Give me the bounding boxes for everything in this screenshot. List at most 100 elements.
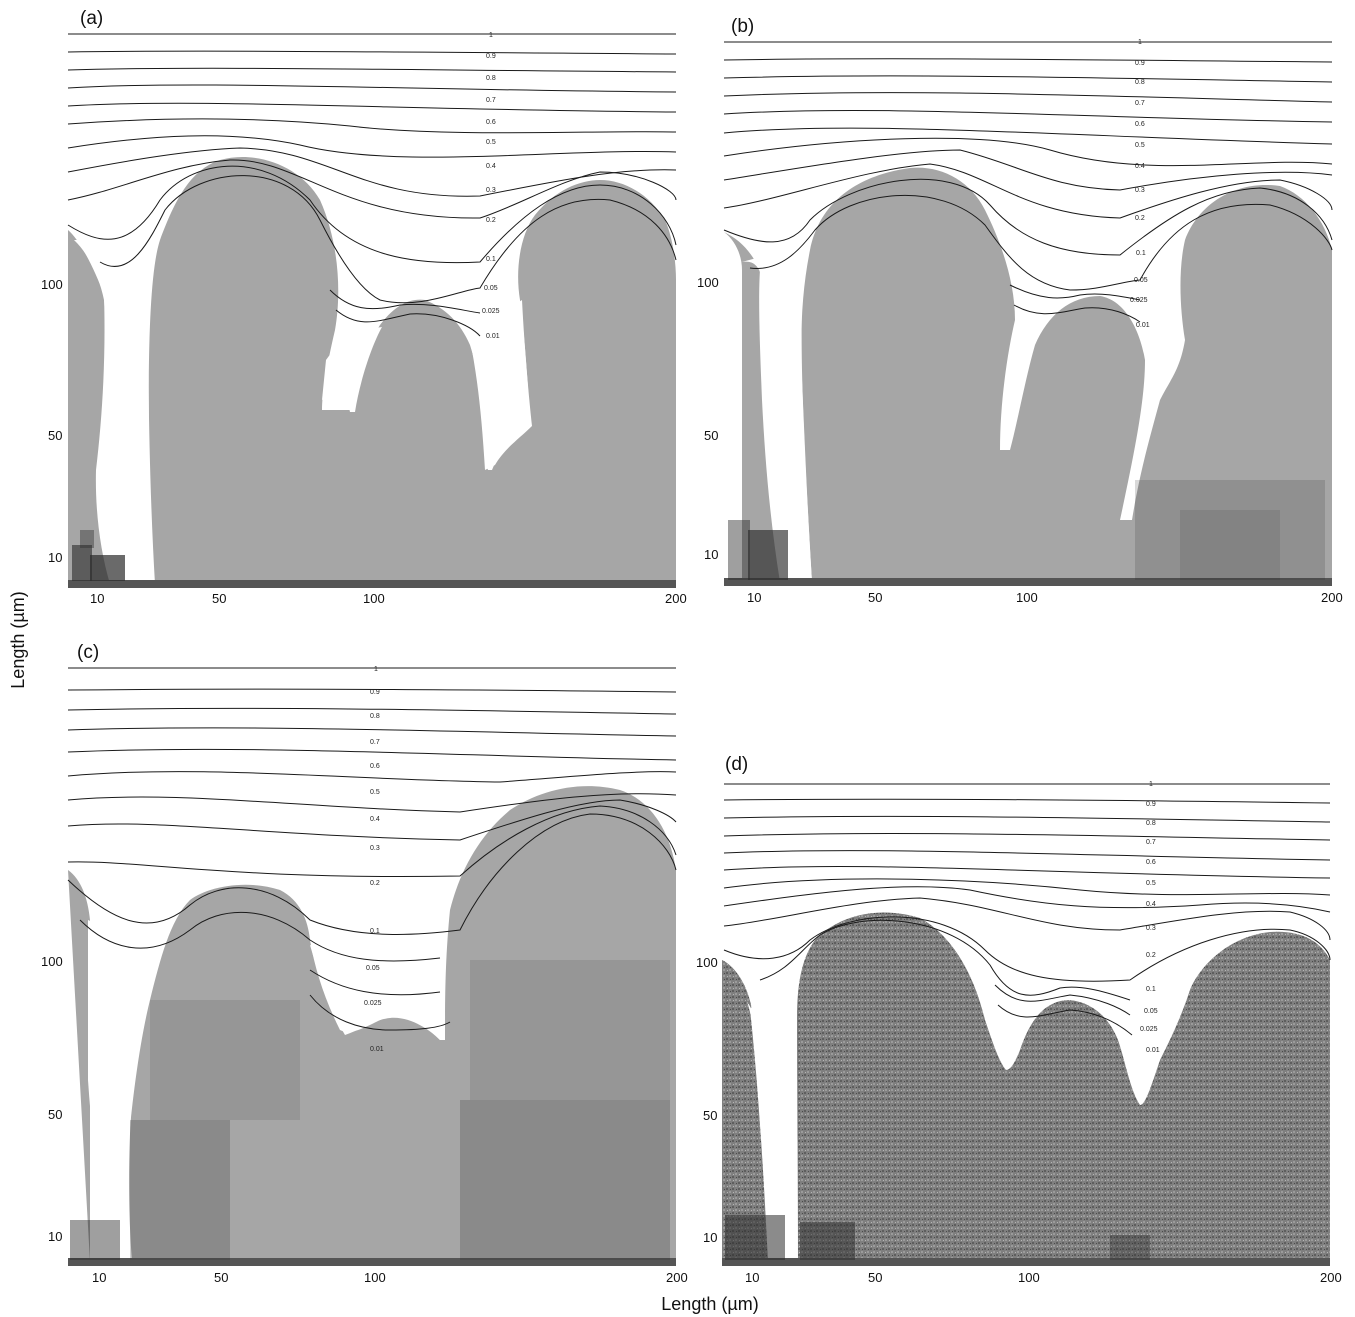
svg-text:0.4: 0.4 bbox=[370, 816, 380, 823]
svg-text:200: 200 bbox=[666, 1270, 688, 1285]
channel-left bbox=[74, 230, 155, 584]
svg-text:10: 10 bbox=[703, 1230, 717, 1245]
svg-text:0.7: 0.7 bbox=[486, 97, 496, 104]
svg-text:100: 100 bbox=[1018, 1270, 1040, 1285]
svg-text:0.05: 0.05 bbox=[1144, 1008, 1158, 1015]
svg-text:10: 10 bbox=[704, 547, 718, 562]
svg-text:0.5: 0.5 bbox=[486, 139, 496, 146]
svg-text:0.025: 0.025 bbox=[1130, 297, 1148, 304]
svg-text:200: 200 bbox=[1320, 1270, 1342, 1285]
y-axis-ticks: 10 50 100 bbox=[41, 277, 63, 565]
x-axis-ticks: 10 50 100 200 bbox=[90, 591, 687, 606]
svg-text:0.8: 0.8 bbox=[486, 75, 496, 82]
svg-text:100: 100 bbox=[697, 275, 719, 290]
channel-right bbox=[470, 300, 532, 470]
svg-text:100: 100 bbox=[696, 955, 718, 970]
y-axis-label: Length (µm) bbox=[8, 591, 28, 688]
y-axis-ticks: 10 50 100 bbox=[41, 954, 63, 1244]
svg-text:0.9: 0.9 bbox=[486, 53, 496, 60]
panel-label: (a) bbox=[80, 8, 103, 29]
dark-cell-cluster bbox=[725, 1215, 1150, 1260]
y-axis-ticks: 10 50 100 bbox=[697, 275, 719, 562]
svg-text:0.5: 0.5 bbox=[370, 789, 380, 796]
x-axis-ticks: 10 50 100 200 bbox=[92, 1270, 688, 1285]
svg-text:10: 10 bbox=[48, 550, 62, 565]
svg-text:0.2: 0.2 bbox=[370, 880, 380, 887]
svg-text:50: 50 bbox=[703, 1108, 717, 1123]
svg-text:100: 100 bbox=[363, 591, 385, 606]
svg-text:50: 50 bbox=[214, 1270, 228, 1285]
panel-label: (b) bbox=[731, 16, 754, 37]
substrate bbox=[722, 1258, 1330, 1266]
svg-text:1: 1 bbox=[1149, 781, 1153, 788]
svg-text:10: 10 bbox=[92, 1270, 106, 1285]
contour-lines bbox=[723, 41, 1333, 323]
svg-text:0.05: 0.05 bbox=[366, 965, 380, 972]
svg-text:50: 50 bbox=[868, 1270, 882, 1285]
svg-text:0.3: 0.3 bbox=[486, 187, 496, 194]
svg-text:0.05: 0.05 bbox=[1134, 277, 1148, 284]
dark-cell-cluster bbox=[72, 530, 125, 581]
x-axis-ticks: 10 50 100 200 bbox=[747, 590, 1343, 605]
dark-cell-cluster bbox=[70, 960, 670, 1260]
svg-text:0.01: 0.01 bbox=[1136, 322, 1150, 329]
svg-text:0.01: 0.01 bbox=[370, 1046, 384, 1053]
panel-b: (b) 1 0.9 0.8 0.7 bbox=[697, 16, 1343, 605]
contour-lines bbox=[67, 667, 677, 1031]
svg-text:10: 10 bbox=[90, 591, 104, 606]
svg-text:0.1: 0.1 bbox=[1136, 250, 1146, 257]
svg-text:100: 100 bbox=[364, 1270, 386, 1285]
colony-region bbox=[722, 912, 1330, 1262]
svg-text:1: 1 bbox=[1138, 39, 1142, 46]
svg-text:0.1: 0.1 bbox=[370, 928, 380, 935]
svg-text:0.05: 0.05 bbox=[484, 285, 498, 292]
svg-text:0.2: 0.2 bbox=[1135, 215, 1145, 222]
colony-region bbox=[68, 156, 676, 585]
svg-text:0.7: 0.7 bbox=[1135, 100, 1145, 107]
panel-label: (c) bbox=[77, 642, 99, 663]
channel-mid bbox=[322, 327, 382, 412]
svg-text:0.5: 0.5 bbox=[1146, 880, 1156, 887]
svg-text:1: 1 bbox=[489, 32, 493, 39]
y-axis-ticks: 10 50 100 bbox=[696, 955, 718, 1245]
svg-text:0.4: 0.4 bbox=[1146, 901, 1156, 908]
svg-text:100: 100 bbox=[41, 954, 63, 969]
colony-region bbox=[68, 786, 676, 1262]
svg-text:50: 50 bbox=[212, 591, 226, 606]
svg-text:0.2: 0.2 bbox=[486, 217, 496, 224]
colony-region bbox=[724, 167, 1332, 583]
svg-text:0.025: 0.025 bbox=[364, 1000, 382, 1007]
svg-text:10: 10 bbox=[48, 1229, 62, 1244]
contour-lines bbox=[723, 783, 1331, 1036]
svg-text:0.1: 0.1 bbox=[1146, 986, 1156, 993]
svg-text:0.6: 0.6 bbox=[486, 119, 496, 126]
channel-mid bbox=[310, 920, 448, 1040]
svg-text:200: 200 bbox=[665, 591, 687, 606]
channel-left bbox=[742, 250, 812, 582]
contour-labels: 1 0.9 0.8 0.7 0.6 0.5 0.4 0.3 0.2 0.1 0.… bbox=[1140, 781, 1160, 1054]
svg-text:0.9: 0.9 bbox=[370, 689, 380, 696]
svg-text:0.6: 0.6 bbox=[1135, 121, 1145, 128]
contour-lines bbox=[67, 33, 677, 337]
panel-a: (a) 1 0.9 0.8 bbox=[41, 8, 687, 606]
colony-left-edge bbox=[722, 960, 766, 1262]
svg-text:0.8: 0.8 bbox=[370, 713, 380, 720]
svg-text:0.8: 0.8 bbox=[1135, 79, 1145, 86]
substrate bbox=[68, 1258, 676, 1266]
svg-text:0.01: 0.01 bbox=[1146, 1047, 1160, 1054]
svg-text:100: 100 bbox=[1016, 590, 1038, 605]
svg-text:50: 50 bbox=[868, 590, 882, 605]
svg-text:10: 10 bbox=[745, 1270, 759, 1285]
svg-text:0.5: 0.5 bbox=[1135, 142, 1145, 149]
svg-text:0.2: 0.2 bbox=[1146, 952, 1156, 959]
panel-c: (c) 1 0.9 0 bbox=[41, 642, 688, 1285]
svg-text:0.01: 0.01 bbox=[486, 333, 500, 340]
svg-text:0.4: 0.4 bbox=[1135, 163, 1145, 170]
channel-left bbox=[88, 920, 135, 1262]
svg-text:0.4: 0.4 bbox=[486, 163, 496, 170]
dark-cell-cluster bbox=[728, 480, 1325, 580]
channel-left bbox=[750, 979, 797, 1262]
contour-labels: 1 0.9 0.8 0.7 0.6 0.5 0.4 0.3 0.2 0.1 0.… bbox=[1130, 39, 1150, 329]
svg-text:50: 50 bbox=[48, 428, 62, 443]
